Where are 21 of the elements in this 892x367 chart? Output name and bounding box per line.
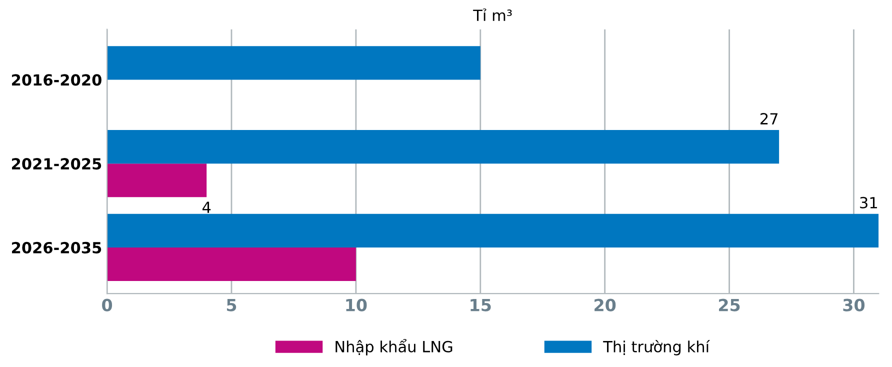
x-tick-label: 20 xyxy=(594,298,616,312)
data-label: 4 xyxy=(202,202,211,213)
bar xyxy=(107,247,356,282)
bar xyxy=(107,164,207,198)
x-tick-label: 30 xyxy=(843,298,865,312)
x-tick-label: 25 xyxy=(719,298,740,312)
y-tick-label: 2016-2020 xyxy=(12,74,102,86)
x-tick-label: 5 xyxy=(226,298,236,312)
legend-label: Nhập khẩu LNG xyxy=(336,339,452,356)
x-tick-label: 0 xyxy=(102,298,112,312)
bar xyxy=(107,46,480,80)
x-tick-label: 10 xyxy=(346,298,367,312)
data-label: 27 xyxy=(760,112,778,124)
y-tick-label: 2026-2035 xyxy=(12,242,102,254)
data-label: 31 xyxy=(860,196,877,208)
x-tick-label: 15 xyxy=(470,298,491,312)
legend-label: Thị trường khí xyxy=(603,340,710,356)
bar xyxy=(107,214,879,248)
chart-title: Tỉ m³ xyxy=(473,8,512,21)
y-tick-label: 2021-2025 xyxy=(12,158,102,170)
bar xyxy=(107,130,780,164)
